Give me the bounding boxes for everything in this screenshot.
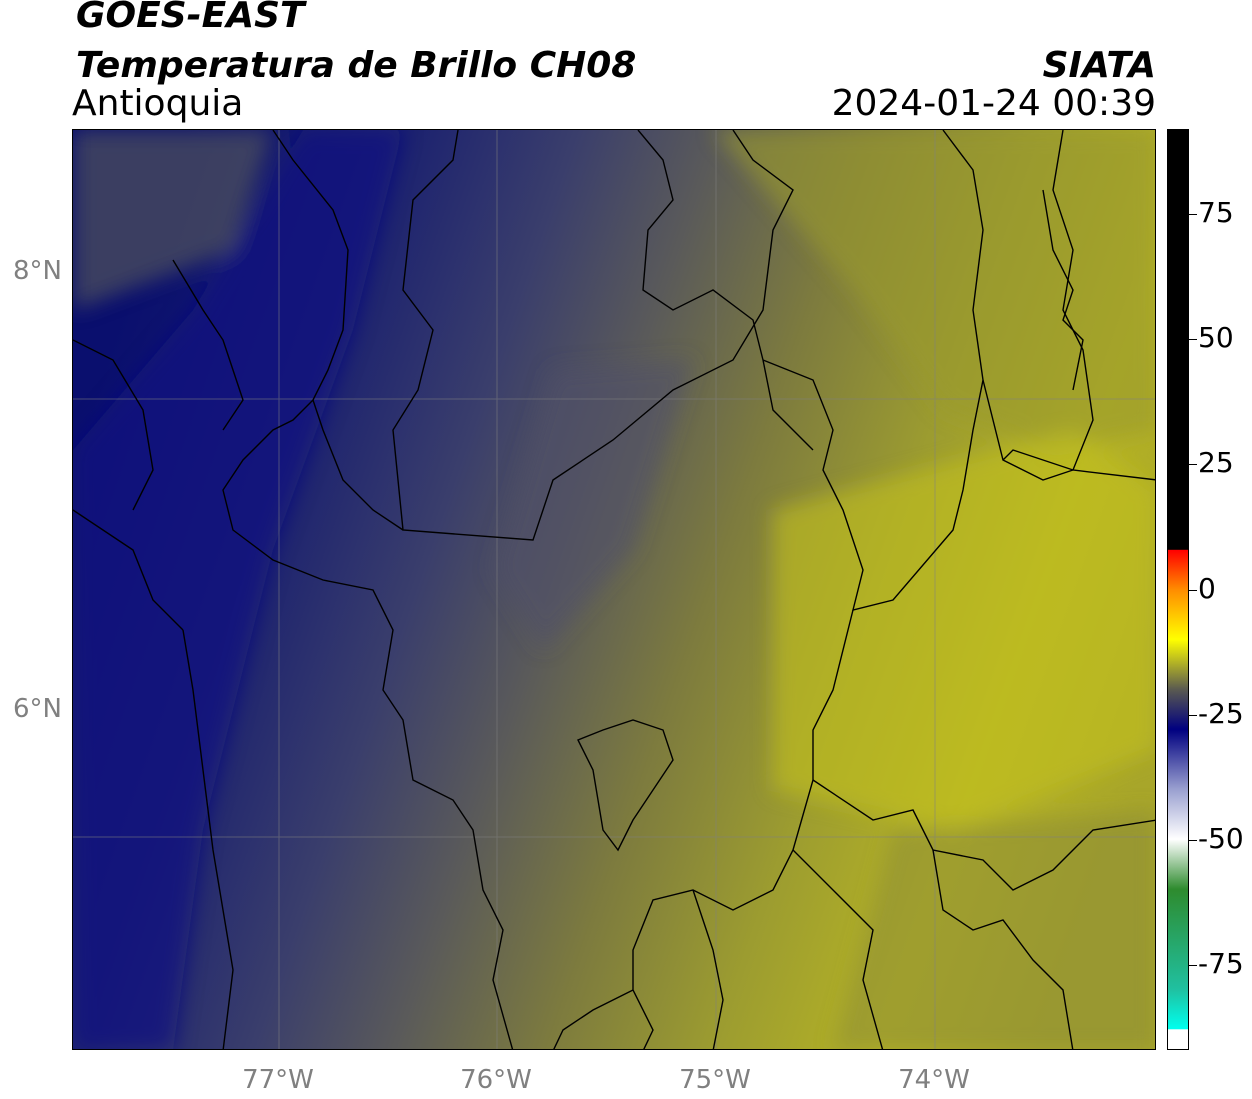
lon-label-77w: 77°W	[242, 1065, 314, 1095]
colorbar-tick-label: -25	[1198, 697, 1244, 730]
product-title: Temperatura de Brillo CH08	[76, 45, 637, 86]
colorbar-tick-label: -75	[1198, 947, 1244, 980]
temperature-patches	[73, 130, 1155, 1049]
lon-label-76w: 76°W	[460, 1065, 532, 1095]
colorbar-tick	[1189, 965, 1197, 966]
datetime-label: 2024-01-24 00:39	[831, 83, 1156, 124]
brightness-temperature-map[interactable]	[72, 129, 1156, 1050]
colorbar-tick-label: 50	[1198, 321, 1234, 354]
borders	[73, 130, 1155, 1049]
colorbar-tick	[1189, 214, 1197, 215]
colorbar-tick-label: 0	[1198, 572, 1216, 605]
colorbar-tick	[1189, 715, 1197, 716]
region-label: Antioquia	[72, 83, 244, 124]
lat-label-8n: 8°N	[13, 256, 62, 286]
colorbar-tick-label: 25	[1198, 446, 1234, 479]
colorbar	[1167, 129, 1189, 1050]
lat-label-6n: 6°N	[13, 694, 62, 724]
colorbar-tick-label: 75	[1198, 196, 1234, 229]
satellite-title: GOES-EAST	[76, 0, 305, 36]
colorbar-tick	[1189, 590, 1197, 591]
lon-label-75w: 75°W	[679, 1065, 751, 1095]
graticule	[73, 130, 1155, 1049]
organization-label: SIATA	[1042, 45, 1156, 86]
colorbar-tick	[1189, 464, 1197, 465]
colorbar-tick	[1189, 840, 1197, 841]
lon-label-74w: 74°W	[898, 1065, 970, 1095]
colorbar-tick	[1189, 339, 1197, 340]
colorbar-tick-label: -50	[1198, 822, 1244, 855]
